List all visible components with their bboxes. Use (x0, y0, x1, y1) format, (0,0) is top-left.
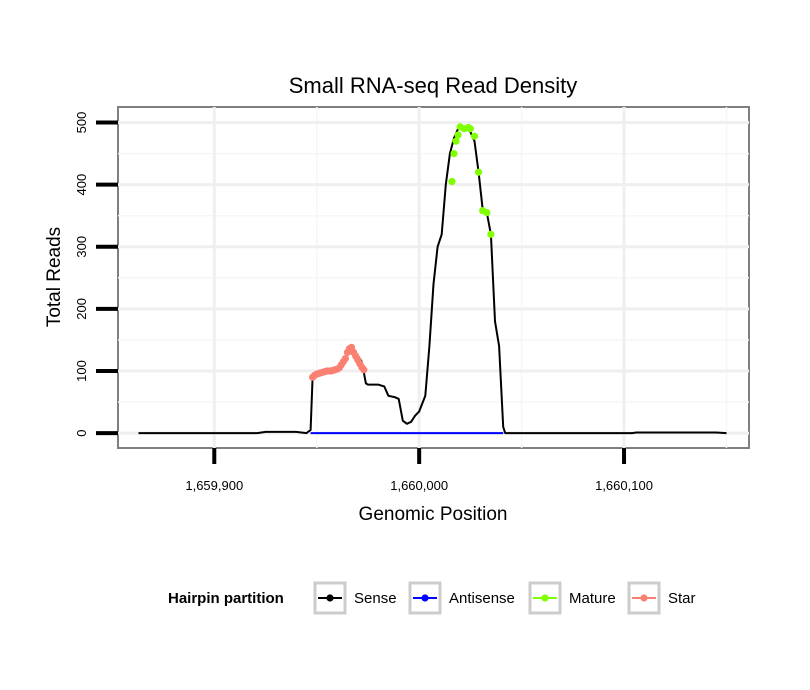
data-point-mature (474, 168, 483, 176)
data-point-mature (450, 149, 458, 158)
y-tick-label: 200 (74, 298, 89, 320)
legend-label-antisense: Antisense (449, 590, 515, 607)
data-point-mature (452, 137, 460, 145)
x-axis-title: Genomic Position (359, 504, 508, 525)
legend-dot-star (640, 594, 648, 602)
legend-label-sense: Sense (354, 590, 397, 607)
legend-dot-antisense (421, 594, 429, 602)
y-tick-label: 400 (74, 174, 89, 196)
series-layer (138, 123, 727, 435)
legend-title: Hairpin partition (168, 590, 284, 607)
legend-label-star: Star (668, 590, 696, 607)
data-point-star (360, 366, 368, 374)
data-point-mature (454, 131, 462, 139)
x-tick-label: 1,660,100 (595, 478, 653, 493)
x-tick-label: 1,659,900 (185, 478, 243, 493)
data-point-mature (448, 177, 456, 186)
y-tick-label: 100 (74, 360, 89, 382)
gridlines (118, 107, 749, 448)
x-tick-label: 1,660,000 (390, 478, 448, 493)
y-tick-label: 300 (74, 236, 89, 258)
y-tick-label: 0 (74, 429, 89, 436)
data-point-mature (466, 125, 474, 133)
legend-label-mature: Mature (569, 590, 616, 607)
data-point-mature (487, 230, 495, 238)
data-point-star (341, 354, 350, 363)
data-point-mature (470, 132, 479, 140)
y-axis-title: Total Reads (44, 227, 65, 327)
legend-dot-mature (541, 594, 549, 602)
y-tick-label: 500 (74, 112, 89, 134)
axes-layer: 1,659,900 1,660,000 1,660,100 0 100 200 300 400… (74, 112, 653, 493)
legend-dot-sense (326, 594, 334, 602)
legend: Hairpin partition Sense Antisense Mature St… (168, 581, 696, 615)
chart-title: Small RNA-seq Read Density (289, 73, 578, 98)
data-point-mature (483, 208, 491, 217)
